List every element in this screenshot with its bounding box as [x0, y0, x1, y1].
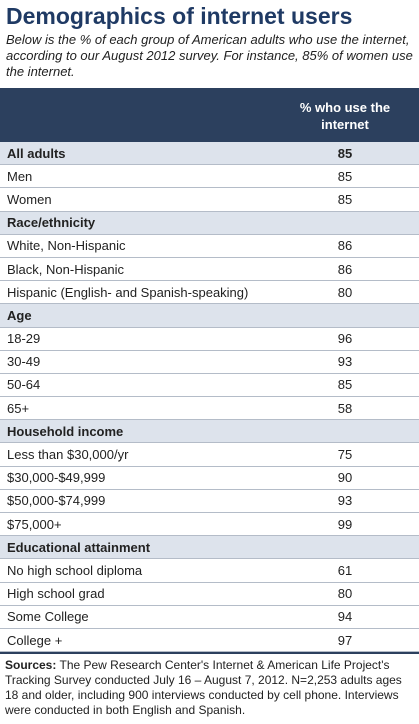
row-value: 99: [337, 516, 353, 532]
row-label: $75,000+: [7, 516, 62, 532]
row-label: 50-64: [7, 377, 41, 393]
row-value: 85: [337, 377, 353, 393]
table-row: Women 85: [0, 188, 419, 212]
row-label: Black, Non-Hispanic: [7, 261, 125, 277]
table-row: Hispanic (English- and Spanish-speaking)…: [0, 281, 419, 305]
table-row: $50,000-$74,999 93: [0, 490, 419, 513]
row-value: 85: [337, 168, 353, 184]
table-row: 30-49 93: [0, 351, 419, 374]
row-label: Women: [7, 191, 52, 207]
section-label: All adults: [7, 145, 66, 161]
subtitle: Below is the % of each group of American…: [6, 32, 413, 79]
section-row: Age: [0, 304, 419, 328]
row-value: 80: [337, 586, 353, 602]
table-row: No high school diploma 61: [0, 559, 419, 583]
table-row: $75,000+ 99: [0, 513, 419, 537]
table-row: Black, Non-Hispanic 86: [0, 258, 419, 282]
row-value: 90: [337, 470, 353, 486]
section-row: Household income: [0, 420, 419, 444]
row-value: 97: [337, 632, 353, 648]
table-header: % who use the internet: [0, 88, 419, 142]
row-label: Men: [7, 168, 33, 184]
section-label: Race/ethnicity: [7, 215, 96, 231]
row-value: 86: [337, 238, 353, 254]
table-row: 50-64 85: [0, 374, 419, 398]
footer-label: Sources:: [5, 658, 57, 672]
row-value: 61: [337, 562, 353, 578]
table-row: Men 85: [0, 165, 419, 189]
section-row: Educational attainment: [0, 536, 419, 560]
row-value: 85: [337, 191, 353, 207]
row-value: 58: [337, 400, 353, 416]
table-row: 65+ 58: [0, 397, 419, 421]
row-label: $30,000-$49,999: [7, 470, 106, 486]
table-body: All adults 85 Men 85 Women 85 Race/ethnicity Wh…: [0, 142, 419, 653]
section-label: Age: [7, 307, 32, 323]
row-value: 93: [337, 493, 353, 509]
row-value: 75: [337, 447, 353, 463]
row-label: Hispanic (English- and Spanish-speaking): [7, 284, 249, 300]
section-row: All adults 85: [0, 142, 419, 166]
row-label: College +: [7, 632, 63, 648]
title: Demographics of internet users: [6, 3, 353, 29]
table-row: White, Non-Hispanic 86: [0, 235, 419, 258]
row-value: 86: [337, 261, 353, 277]
row-label: $50,000-$74,999: [7, 493, 106, 509]
table-row: Some College 94: [0, 606, 419, 629]
footer-text: The Pew Research Center's Internet & Ame…: [5, 658, 402, 717]
row-label: White, Non-Hispanic: [7, 238, 126, 254]
row-label: 65+: [7, 400, 30, 416]
column-header: % who use the internet: [299, 100, 391, 132]
row-value: 94: [337, 609, 353, 625]
table-row: College + 97: [0, 629, 419, 653]
footer: Sources: The Pew Research Center's Inter…: [0, 652, 419, 718]
row-value: 96: [337, 331, 353, 347]
section-label: Educational attainment: [7, 539, 151, 555]
row-label: Some College: [7, 609, 89, 625]
section-label: Household income: [7, 423, 124, 439]
row-label: 18-29: [7, 331, 41, 347]
row-label: 30-49: [7, 354, 41, 370]
table-row: High school grad 80: [0, 583, 419, 606]
section-row: Race/ethnicity: [0, 211, 419, 235]
table-row: Less than $30,000/yr 75: [0, 443, 419, 467]
table-row: 18-29 96: [0, 328, 419, 351]
row-label: High school grad: [7, 586, 105, 602]
row-value: 93: [337, 354, 353, 370]
row-label: Less than $30,000/yr: [7, 447, 129, 463]
table-row: $30,000-$49,999 90: [0, 467, 419, 490]
section-value: 85: [337, 145, 353, 161]
row-value: 80: [337, 284, 353, 300]
row-label: No high school diploma: [7, 562, 143, 578]
